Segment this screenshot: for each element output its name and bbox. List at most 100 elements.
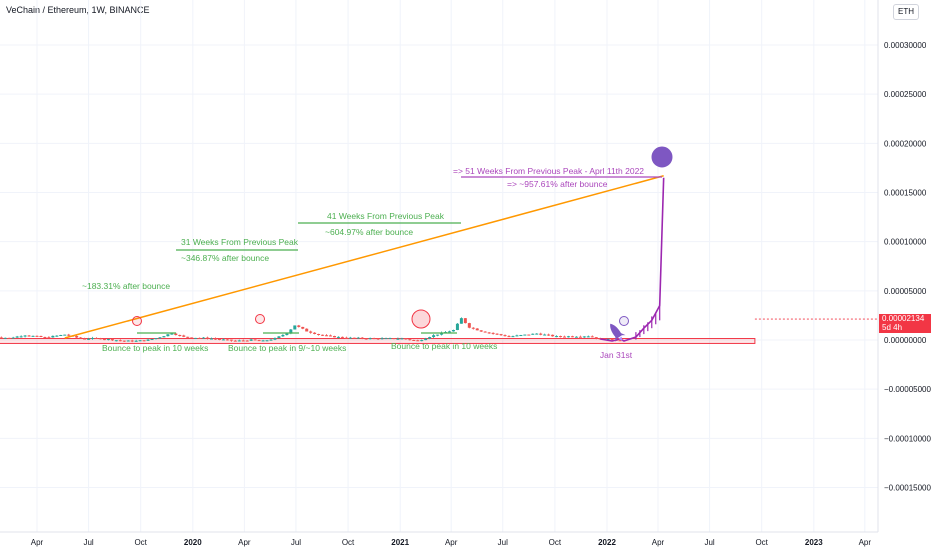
candle-body [432,335,436,338]
weeks-label-2020: 31 Weeks From Previous Peak [181,237,299,247]
candle-body [408,339,412,341]
candle-body [245,340,249,342]
time-axis-label: Jul [291,538,301,547]
candle-body [39,335,43,337]
price-axis[interactable]: 0.00030000 0.00025000 0.00020000 0.00015000… [884,41,931,493]
candle-body [594,337,598,339]
candle-body [19,336,23,338]
candle-body [590,336,594,338]
candle-body [301,326,305,329]
candle-body [182,335,186,337]
candle-body [400,338,404,340]
candle-body [313,332,317,335]
weeks-label-2021: 41 Weeks From Previous Peak [327,211,445,221]
candle-body [428,337,432,339]
price-axis-label: 0.00025000 [884,90,927,99]
candle-body [190,337,194,339]
candle-body [547,334,551,336]
candle-body [285,333,289,336]
time-axis-label: Apr [859,538,872,547]
time-axis-label: Oct [134,538,147,547]
support-zone [0,318,878,344]
price-axis-label: 0.00010000 [884,238,927,247]
after-bounce-label-2022: => ~957.61% after bounce [507,179,608,189]
candle-body [174,333,178,336]
candle-body [531,333,535,335]
candle-body [15,336,19,338]
candle-body [27,335,31,337]
candle-body [372,338,376,340]
candle-body [396,338,400,340]
candle-body [559,336,563,338]
time-axis[interactable]: Apr Jul Oct 2020 Apr Jul Oct 2021 Apr Jul Oct 2022 A… [31,538,872,547]
candle-body [83,338,87,340]
time-axis-label: 2022 [598,538,616,547]
candle-body [551,334,555,337]
candle-body [110,339,114,341]
candle-body [94,337,98,339]
candle-body [130,340,134,342]
bounce-label-1: Bounce to peak in 10 weeks [102,343,208,353]
candle-body [257,340,261,342]
time-axis-label: Jul [498,538,508,547]
candle-body [67,334,71,336]
candle-body [598,338,602,340]
candle-body [555,336,559,338]
candle-body [340,336,344,338]
candle-body [475,328,479,331]
candle-body [404,338,408,340]
candle-body [23,335,27,337]
candle-body [126,340,130,342]
candles [0,317,622,343]
time-axis-label: Oct [342,538,355,547]
candle-body [321,334,325,336]
candle-body [0,337,3,339]
bar-countdown: 5d 4h [882,323,903,332]
candle-body [91,337,95,339]
candle-body [43,336,47,338]
candle-body [206,337,210,339]
candle-body [384,338,388,340]
candle-body [582,336,586,338]
currency-button[interactable]: ETH [893,4,919,20]
candle-body [436,334,440,336]
candle-body [356,337,360,339]
candle-body [416,340,420,342]
candle-body [523,334,527,336]
candle-body [265,340,269,342]
candle-body [194,337,198,339]
candle-body [499,334,503,336]
time-axis-label: 2020 [184,538,202,547]
bottom-marker-3 [411,309,431,329]
candle-body [7,337,11,339]
candle-body [586,336,590,338]
time-axis-label: Oct [755,538,768,547]
candle-body [329,335,333,337]
candle-body [158,337,162,339]
candle-body [352,337,356,339]
candle-body [47,337,51,339]
candle-body [225,339,229,341]
candle-body [118,340,122,342]
candle-body [309,331,313,333]
candle-body [376,338,380,340]
candle-body [606,338,610,340]
price-axis-label: 0.00020000 [884,139,927,148]
current-price-value: 0.00002134 [882,314,925,323]
price-axis-label: 0.00005000 [884,287,927,296]
trend-line-segment [64,175,664,339]
price-axis-label: −0.00015000 [884,484,931,493]
candle-body [277,336,281,339]
price-axis-label: −0.00010000 [884,434,931,443]
candle-body [63,334,67,336]
candle-body [412,339,416,341]
candle-body [491,332,495,334]
candle-body [539,333,543,335]
candle-body [229,339,233,341]
projection-line [600,177,665,342]
candle-body [281,335,285,337]
target-peak-marker [651,146,673,168]
candle-body [233,340,237,342]
candle-body [455,323,459,331]
